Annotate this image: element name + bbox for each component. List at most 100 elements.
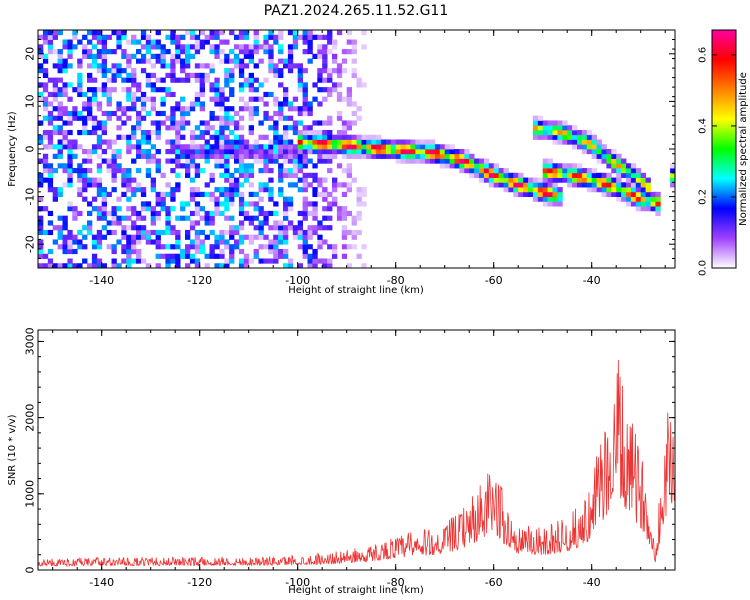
spectrogram-cell (140, 225, 147, 231)
spectrogram-cell (287, 201, 294, 207)
spectrogram-cell (204, 191, 210, 197)
spectrogram-cell (577, 134, 583, 140)
spectrogram-cell (101, 68, 107, 74)
spectrogram-cell (62, 182, 68, 188)
spectrogram-cell (635, 182, 642, 188)
spectrogram-cell (258, 168, 264, 174)
spectrogram-cell (488, 172, 495, 178)
spectrogram-cell (150, 177, 156, 183)
spectrogram-cell (72, 263, 78, 268)
spectrogram-cell (38, 34, 44, 40)
spectrogram-cell (464, 168, 470, 174)
spectrogram-cell (439, 149, 446, 155)
spectrogram-cell (552, 163, 558, 169)
spectrogram-cell (199, 77, 205, 83)
spectrogram-cell (596, 177, 602, 183)
spectrogram-cell (165, 91, 171, 98)
spectrogram-cell (317, 120, 323, 126)
spectrogram-cell (111, 72, 117, 78)
spectrogram-cell (420, 158, 426, 164)
spectrogram-cell (175, 129, 181, 136)
spectrogram-cell (42, 263, 49, 268)
spectrogram-cell (346, 210, 352, 217)
spectrogram-cell (302, 34, 308, 40)
spectrogram-cell (140, 115, 147, 121)
spectrogram-cell (204, 253, 210, 259)
spectrogram-cell (395, 158, 401, 164)
spectrogram-cell (214, 87, 220, 93)
spectrogram-cell (322, 149, 328, 155)
spectrogram-cell (155, 87, 161, 93)
spectrogram-cell (219, 172, 225, 178)
spectrogram-cell (170, 110, 176, 117)
spectrogram-cell (234, 244, 240, 250)
spectrogram-cell (459, 163, 465, 169)
spectrogram-cell (82, 53, 88, 59)
spectrogram-cell (77, 87, 83, 93)
spectrogram-cell (283, 144, 289, 150)
spectrogram-cell (214, 163, 220, 169)
spectrogram-cell (229, 49, 235, 55)
spectrogram-cell (131, 39, 137, 45)
spectrogram-cell (292, 168, 299, 174)
spectrogram-cell (165, 225, 171, 231)
spectrogram-cell (341, 134, 348, 140)
spectrogram-cell (268, 258, 274, 264)
spectrogram-cell (327, 158, 333, 164)
spectrogram-cell (410, 158, 416, 164)
spectrogram-cell (155, 77, 161, 83)
spectrogram-cell (258, 120, 264, 126)
spectrogram-cell (322, 129, 328, 136)
spectrogram-cell (189, 177, 196, 183)
spectrogram-cell (209, 220, 215, 226)
spectrogram-cell (106, 115, 112, 121)
spectrogram-cell (283, 229, 289, 236)
spectrogram-cell (307, 210, 313, 217)
spectrogram-cell (160, 96, 166, 102)
spectrogram-cell (82, 34, 88, 40)
spectrogram-cell (82, 187, 88, 193)
spectrogram-cell (361, 134, 367, 140)
spectrogram-cell (302, 134, 308, 140)
spectrogram-cell (346, 134, 352, 140)
spectrogram-cell (209, 134, 215, 140)
snr-x-label: Height of straight line (km) (288, 585, 424, 596)
spectrogram-cell (199, 215, 205, 221)
spectrogram-cell (469, 153, 475, 159)
spectrogram-cell (376, 139, 382, 145)
spectrogram-cell (469, 172, 475, 178)
spectrogram-cell (268, 58, 274, 64)
spectrogram-cell (332, 177, 338, 183)
spectrogram-cell (253, 110, 259, 117)
spectrogram-cell (194, 39, 201, 45)
spectrogram-cell (312, 229, 318, 236)
spectrogram-cell (194, 206, 201, 212)
spectrogram-cell (140, 44, 147, 50)
spectrogram-cell (229, 234, 235, 240)
spectrogram-cell (180, 253, 186, 259)
spectrogram-cell (106, 163, 112, 169)
spectrogram-cell (229, 30, 235, 36)
spectrogram-cell (297, 168, 303, 174)
spectrogram-cell (302, 91, 308, 98)
spectrogram-cell (155, 191, 161, 197)
spectrogram-cell (621, 172, 627, 178)
spectrogram-cell (62, 239, 68, 245)
spectrogram-cell (322, 34, 328, 40)
spectrogram-cell (62, 134, 68, 140)
spectrogram-cell (165, 263, 171, 268)
spectrogram-cell (273, 144, 279, 150)
spectrogram-cell (219, 201, 225, 207)
spectrogram-cell (283, 91, 289, 98)
spectrogram-y-tick-label: -20 (24, 235, 37, 253)
spectrogram-cell (591, 139, 597, 145)
spectrogram-cell (307, 201, 313, 207)
spectrogram-cell (72, 34, 78, 40)
spectrogram-cell (87, 182, 93, 188)
spectrogram-cell (204, 72, 210, 78)
spectrogram-cell (287, 101, 294, 107)
spectrogram-cell (297, 144, 303, 150)
spectrogram-cell (47, 34, 54, 40)
spectrogram-cell (87, 77, 93, 83)
spectrogram-cell (150, 239, 156, 245)
